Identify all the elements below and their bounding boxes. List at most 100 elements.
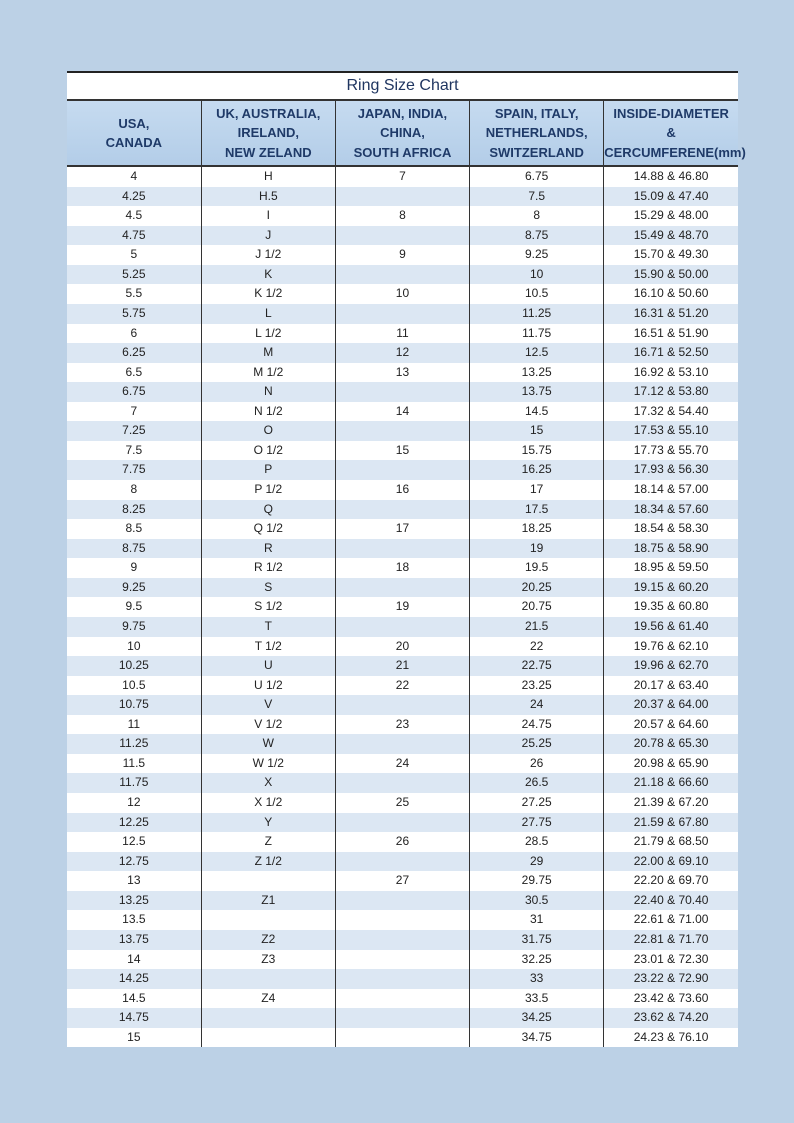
cell-diameter-circumference: 19.15 & 60.20 (603, 577, 738, 598)
cell-diameter-circumference: 22.20 & 69.70 (603, 871, 738, 891)
cell-japan-india (334, 577, 470, 598)
cell-uk-australia (200, 910, 336, 930)
cell-diameter-circumference: 22.00 & 69.10 (603, 851, 738, 872)
table-row: 5.5 K 1/2 10 10.5 16.10 & 50.60 (67, 284, 738, 304)
cell-spain-italy: 13.25 (469, 362, 604, 383)
cell-uk-australia: N (200, 382, 336, 402)
cell-diameter-circumference: 16.31 & 51.20 (603, 303, 738, 324)
cell-uk-australia: X (200, 773, 336, 793)
cell-usa-canada: 6.25 (67, 343, 202, 363)
chart-title: Ring Size Chart (67, 71, 738, 101)
cell-diameter-circumference: 21.18 & 66.60 (603, 773, 738, 793)
table-row: 4.25 H.5 7.5 15.09 & 47.40 (67, 186, 738, 207)
cell-japan-india: 27 (334, 871, 470, 891)
table-row: 12.75 Z 1/2 29 22.00 & 69.10 (67, 851, 738, 872)
cell-uk-australia: P 1/2 (200, 480, 336, 500)
cell-diameter-circumference: 19.56 & 61.40 (603, 616, 738, 637)
cell-uk-australia: K 1/2 (200, 284, 336, 304)
cell-spain-italy: 26 (469, 753, 604, 774)
cell-uk-australia: S (200, 577, 336, 598)
cell-uk-australia: V (200, 695, 336, 715)
cell-spain-italy: 7.5 (469, 186, 604, 207)
cell-usa-canada: 11.5 (67, 753, 202, 774)
cell-japan-india (334, 186, 470, 207)
cell-diameter-circumference: 16.92 & 53.10 (603, 362, 738, 383)
cell-spain-italy: 34.75 (469, 1027, 604, 1048)
table-row: 6.75 N 13.75 17.12 & 53.80 (67, 382, 738, 402)
cell-uk-australia: M 1/2 (200, 362, 336, 383)
cell-usa-canada: 10.75 (67, 695, 202, 715)
cell-japan-india (334, 988, 470, 1009)
column-header-line: JAPAN, INDIA, (357, 105, 448, 121)
table-row: 15 34.75 24.23 & 76.10 (67, 1027, 738, 1048)
cell-japan-india: 10 (334, 284, 470, 304)
table-row: 14.25 33 23.22 & 72.90 (67, 969, 738, 989)
table-row: 7.5 O 1/2 15 15.75 17.73 & 55.70 (67, 440, 738, 461)
cell-spain-italy: 24.75 (469, 714, 604, 735)
cell-diameter-circumference: 23.01 & 72.30 (603, 949, 738, 970)
cell-usa-canada: 4 (67, 166, 202, 187)
cell-diameter-circumference: 15.29 & 48.00 (603, 206, 738, 226)
cell-usa-canada: 12.25 (67, 812, 202, 833)
cell-usa-canada: 13.25 (67, 890, 202, 911)
cell-japan-india: 22 (334, 675, 470, 696)
cell-usa-canada: 7.75 (67, 460, 202, 480)
cell-spain-italy: 6.75 (469, 166, 604, 187)
cell-uk-australia: R (200, 538, 336, 559)
cell-uk-australia: Q 1/2 (200, 519, 336, 539)
cell-japan-india (334, 773, 470, 793)
table-row: 11.25 W 25.25 20.78 & 65.30 (67, 734, 738, 754)
cell-spain-italy: 17 (469, 480, 604, 500)
cell-diameter-circumference: 18.34 & 57.60 (603, 499, 738, 520)
cell-usa-canada: 15 (67, 1027, 202, 1048)
cell-usa-canada: 8.5 (67, 519, 202, 539)
cell-uk-australia: J (200, 225, 336, 246)
column-header-usa-canada: USA, CANADA (67, 101, 202, 166)
cell-uk-australia: Z3 (200, 949, 336, 970)
cell-usa-canada: 6 (67, 323, 202, 344)
cell-usa-canada: 13 (67, 871, 202, 891)
cell-uk-australia: Z4 (200, 988, 336, 1009)
cell-uk-australia: T 1/2 (200, 636, 336, 657)
cell-usa-canada: 5.5 (67, 284, 202, 304)
column-header-line: SWITZERLAND (489, 144, 584, 160)
cell-uk-australia: V 1/2 (200, 714, 336, 735)
cell-diameter-circumference: 17.32 & 54.40 (603, 401, 738, 422)
cell-japan-india (334, 538, 470, 559)
header-row: USA, CANADA UK, AUSTRALIA, IRELAND, NEW ZELA… (67, 101, 746, 166)
cell-japan-india (334, 851, 470, 872)
cell-uk-australia: Y (200, 812, 336, 833)
column-header-line: CANADA (105, 135, 163, 150)
column-header-japan-india: JAPAN, INDIA, CHINA, SOUTH AFRICA (334, 101, 470, 166)
cell-uk-australia: U 1/2 (200, 675, 336, 696)
cell-japan-india (334, 929, 470, 950)
cell-spain-italy: 24 (469, 695, 604, 715)
cell-japan-india (334, 890, 470, 911)
cell-diameter-circumference: 17.53 & 55.10 (603, 421, 738, 441)
cell-spain-italy: 23.25 (469, 675, 604, 696)
column-header-line: CERCUMFERENE(mm) (604, 144, 746, 160)
cell-usa-canada: 14.25 (67, 969, 202, 989)
cell-uk-australia: U (200, 656, 336, 676)
table-row: 9.5 S 1/2 19 20.75 19.35 & 60.80 (67, 597, 738, 617)
cell-diameter-circumference: 22.61 & 71.00 (603, 910, 738, 930)
column-header-line: CHINA, (380, 125, 425, 141)
cell-uk-australia: L 1/2 (200, 323, 336, 344)
cell-usa-canada: 14.5 (67, 988, 202, 1009)
table-row: 6.25 M 12 12.5 16.71 & 52.50 (67, 343, 738, 363)
cell-usa-canada: 5.25 (67, 264, 202, 285)
cell-spain-italy: 26.5 (469, 773, 604, 793)
cell-japan-india: 11 (334, 323, 470, 344)
cell-spain-italy: 12.5 (469, 343, 604, 363)
cell-diameter-circumference: 20.57 & 64.60 (603, 714, 738, 735)
cell-uk-australia: Z2 (200, 929, 336, 950)
cell-japan-india: 20 (334, 636, 470, 657)
cell-uk-australia: W (200, 734, 336, 754)
cell-diameter-circumference: 16.10 & 50.60 (603, 284, 738, 304)
cell-usa-canada: 5.75 (67, 303, 202, 324)
cell-spain-italy: 8.75 (469, 225, 604, 246)
cell-diameter-circumference: 19.96 & 62.70 (603, 656, 738, 676)
table-row: 9.75 T 21.5 19.56 & 61.40 (67, 616, 738, 637)
